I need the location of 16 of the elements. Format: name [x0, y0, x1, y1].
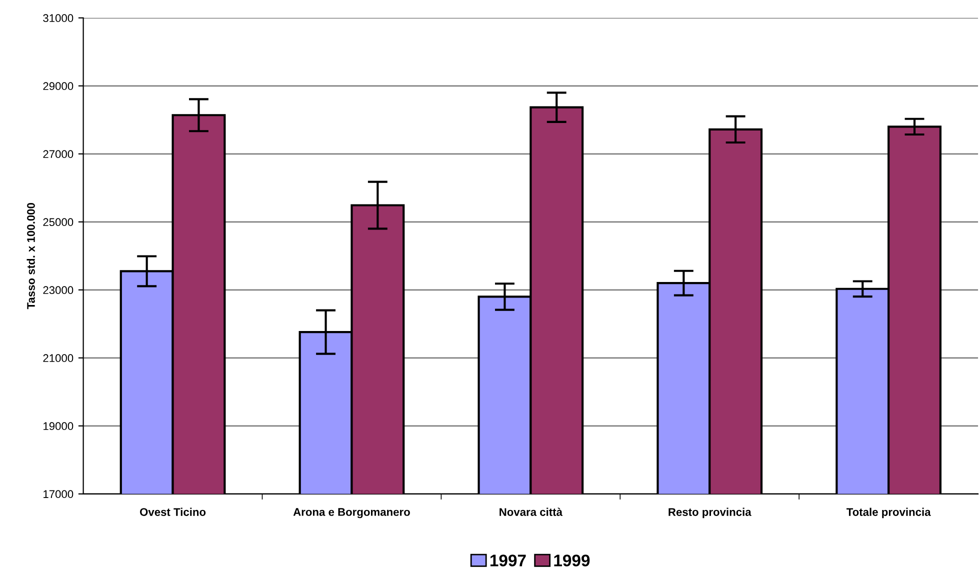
legend-label: 1997 [490, 554, 526, 566]
x-tick-label: Totale provincia [846, 508, 931, 518]
y-tick-label: 31000 [43, 14, 74, 22]
y-tick-label: 23000 [43, 286, 74, 294]
y-axis-title: Tasso std. x 100.000 [26, 203, 35, 310]
y-tick-label: 17000 [44, 490, 74, 498]
y-tick-label: 29000 [43, 82, 74, 90]
x-tick-label: Novara città [500, 508, 563, 516]
y-tick-label: 25000 [43, 218, 74, 226]
x-tick-label: Ovest Ticino [140, 508, 206, 516]
y-tick-label: 21000 [43, 354, 74, 362]
y-tick-label: 19000 [44, 422, 74, 430]
legend-label: 1999 [554, 554, 590, 566]
x-tick-label: Arona e Borgomanero [293, 508, 410, 518]
x-tick-label: Resto provincia [668, 508, 752, 518]
y-tick-label: 27000 [43, 150, 74, 158]
